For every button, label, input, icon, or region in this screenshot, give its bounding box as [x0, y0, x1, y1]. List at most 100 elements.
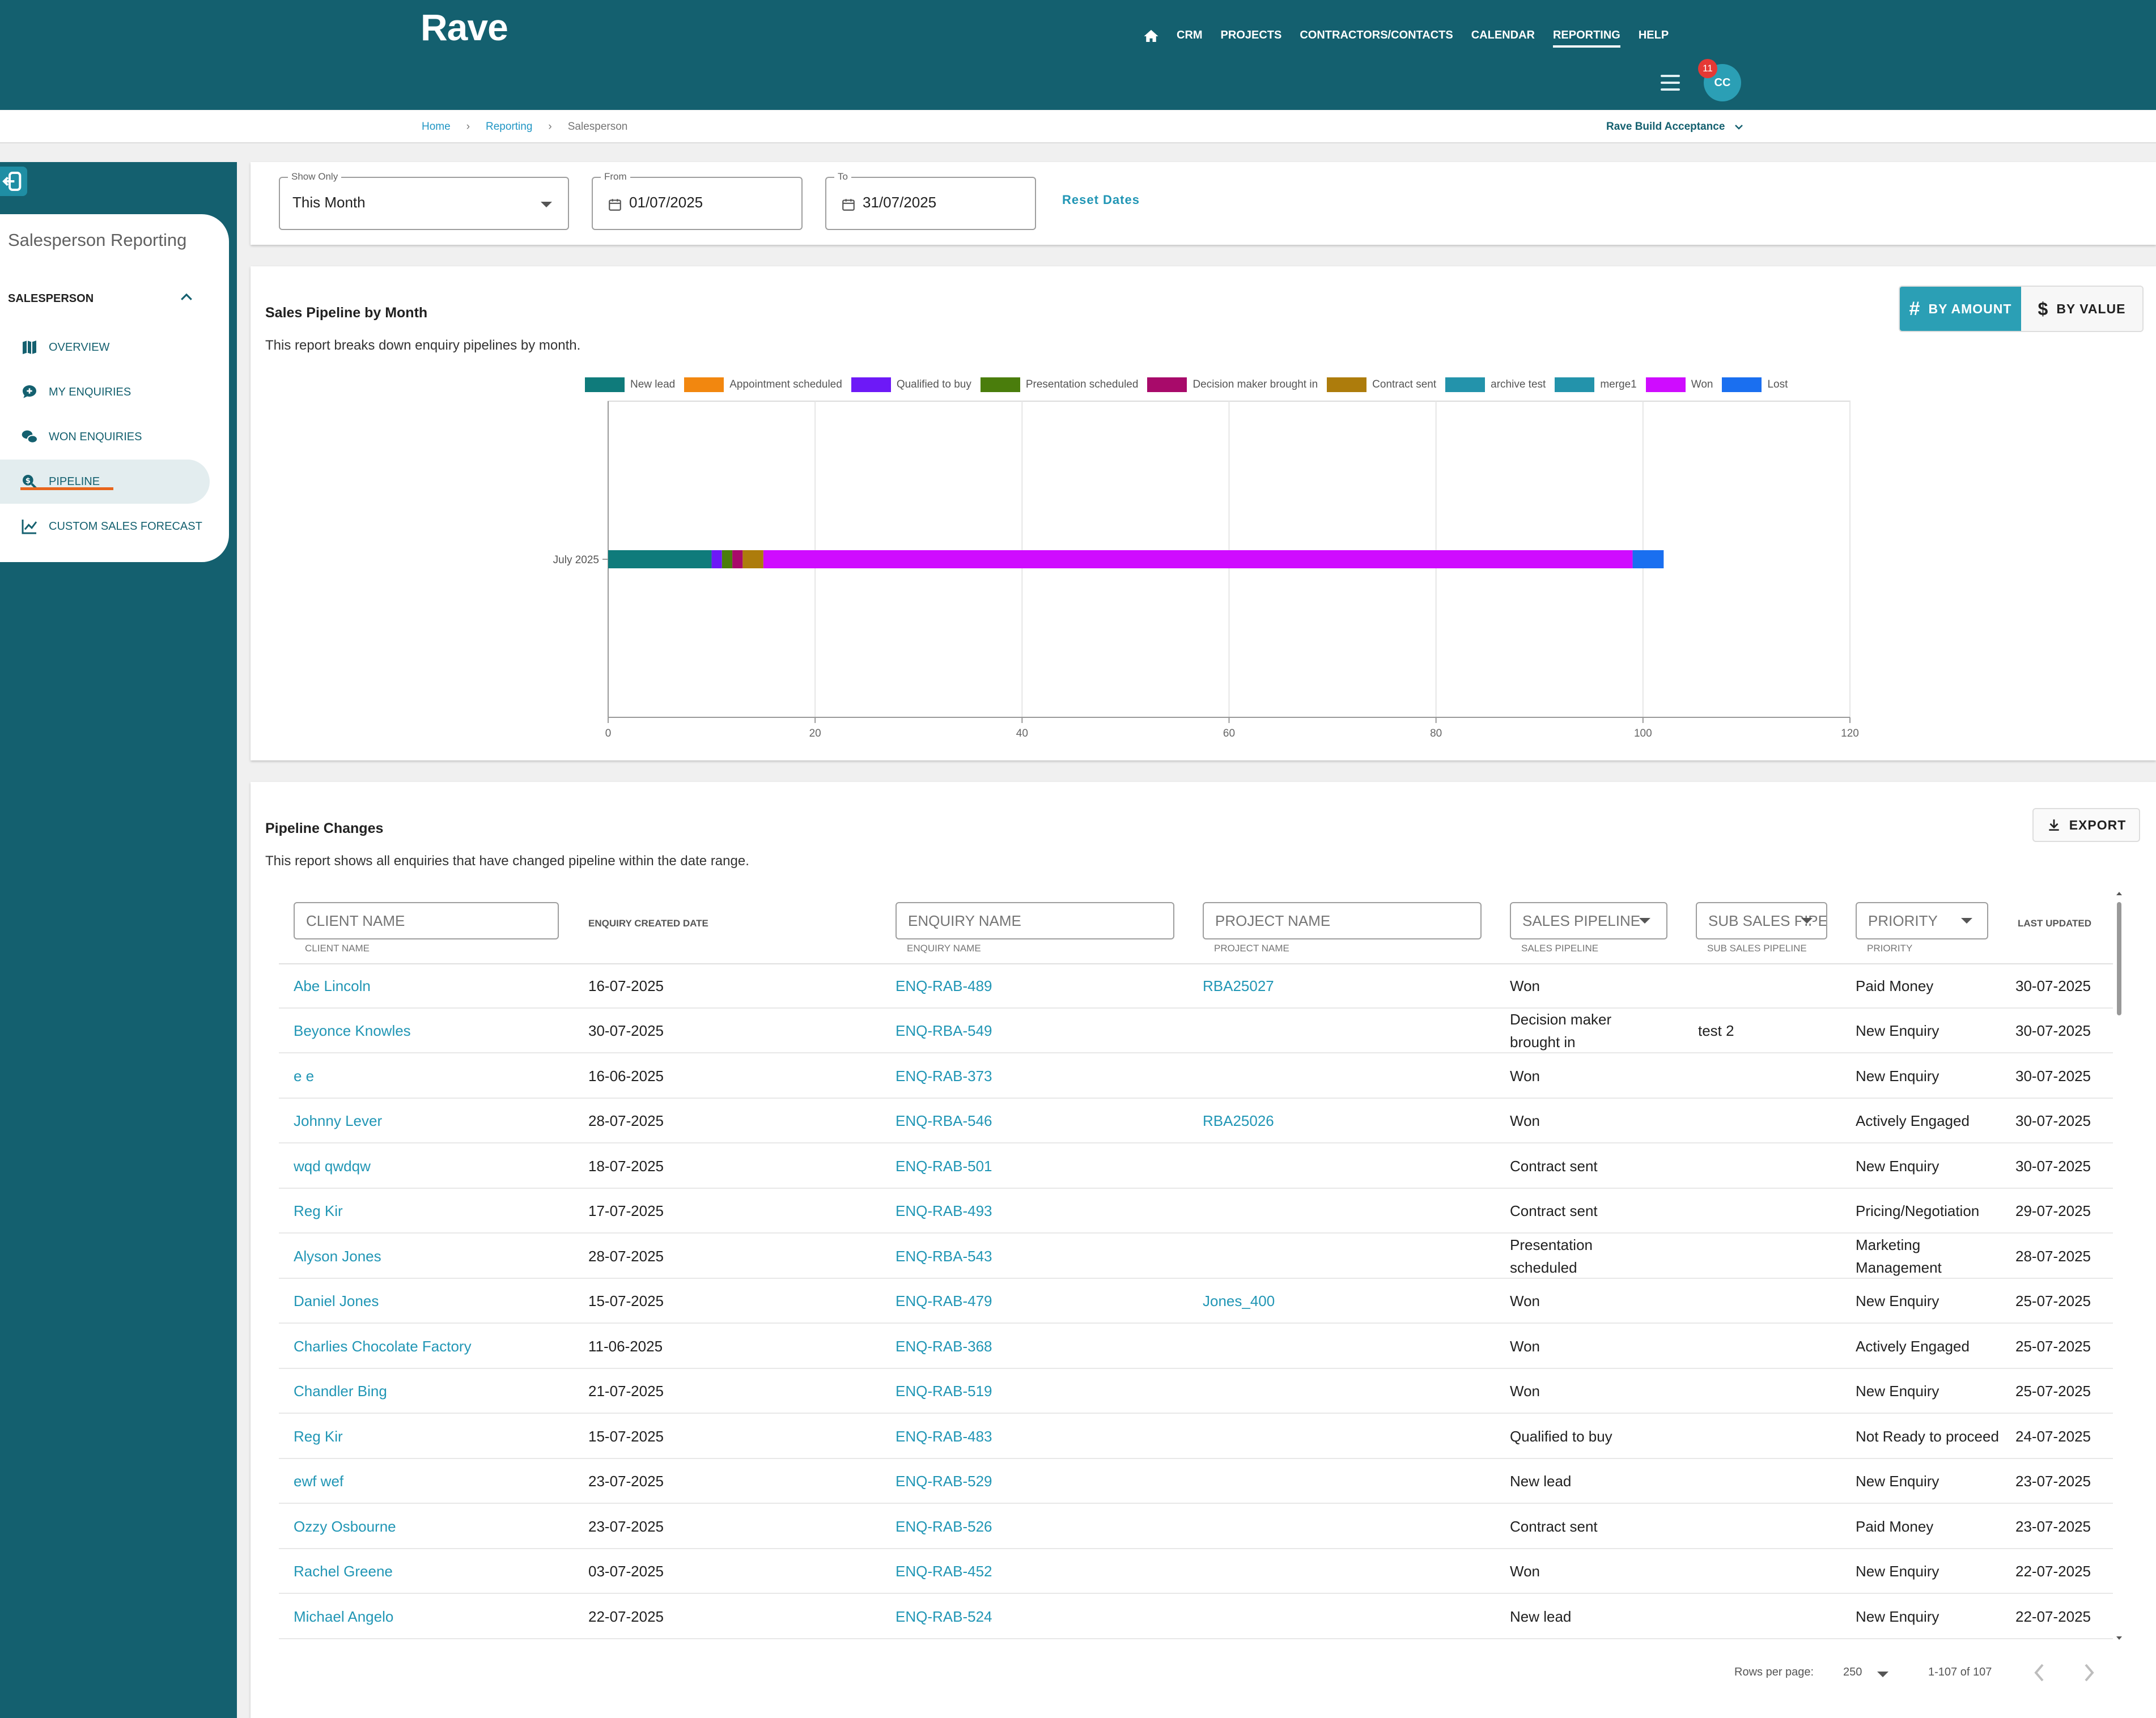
client-name-cell[interactable]: Reg Kir: [294, 1202, 343, 1219]
legend-item[interactable]: Appointment scheduled: [684, 377, 842, 392]
reset-dates-button[interactable]: Reset Dates: [1062, 193, 1140, 207]
project-name-cell[interactable]: [1203, 1234, 1486, 1278]
sidebar-item-my-enquiries[interactable]: MY ENQUIRIES: [0, 370, 210, 414]
project-name-cell[interactable]: [1203, 1009, 1486, 1053]
sidebar-item-won-enquiries[interactable]: WON ENQUIRIES: [0, 415, 210, 459]
legend-item[interactable]: archive test: [1445, 377, 1546, 392]
sales-pipeline-filter[interactable]: SALES PIPELINE: [1510, 902, 1667, 939]
enquiry-name-cell[interactable]: ENQ-RAB-479: [895, 1292, 992, 1309]
priority-cell: New Enquiry: [1856, 1383, 1939, 1400]
enquiry-name-cell[interactable]: ENQ-RAB-373: [895, 1067, 992, 1085]
legend-item[interactable]: Contract sent: [1327, 377, 1436, 392]
breadcrumb-reporting[interactable]: Reporting: [486, 121, 533, 133]
app-logo[interactable]: Rave: [421, 6, 508, 48]
enquiry-name-cell[interactable]: ENQ-RBA-546: [895, 1112, 992, 1129]
client-name-cell[interactable]: wqd qwdqw: [294, 1157, 371, 1175]
nav-projects[interactable]: PROJECTS: [1220, 29, 1282, 41]
next-page-icon[interactable]: [2079, 1661, 2098, 1684]
to-date-field[interactable]: To 31/07/2025: [825, 171, 1036, 230]
client-name-cell[interactable]: Chandler Bing: [294, 1383, 387, 1400]
client-name-cell[interactable]: Alyson Jones: [294, 1247, 381, 1265]
enquiry-name-cell[interactable]: ENQ-RAB-519: [895, 1383, 992, 1400]
client-name-cell[interactable]: Daniel Jones: [294, 1292, 379, 1309]
sidebar-item-custom-sales-forecast[interactable]: CUSTOM SALES FORECAST: [0, 504, 210, 548]
enquiry-name-filter[interactable]: ENQUIRY NAME: [895, 902, 1174, 939]
legend-item[interactable]: New lead: [585, 377, 675, 392]
legend-item[interactable]: merge1: [1555, 377, 1637, 392]
enquiry-name-cell[interactable]: ENQ-RBA-549: [895, 1022, 992, 1039]
project-name-cell[interactable]: Jones_400: [1203, 1292, 1275, 1309]
notification-badge[interactable]: 11: [1698, 59, 1717, 78]
sidebar-card: Salesperson Reporting SALESPERSON OVERVI…: [0, 214, 229, 562]
client-name-cell[interactable]: ewf wef: [294, 1473, 344, 1490]
rows-per-page-select[interactable]: 250: [1843, 1666, 1888, 1679]
project-name-cell[interactable]: [1203, 1324, 1486, 1368]
menu-icon[interactable]: [1661, 75, 1680, 91]
sub-sales-pipeline-filter[interactable]: SUB SALES PIPELINE: [1696, 902, 1827, 939]
enquiry-name-cell[interactable]: ENQ-RAB-493: [895, 1202, 992, 1219]
enquiry-created-date-header[interactable]: ENQUIRY CREATED DATE: [588, 918, 708, 929]
client-name-cell[interactable]: Reg Kir: [294, 1427, 343, 1445]
to-label: To: [834, 171, 851, 182]
client-name-cell[interactable]: Ozzy Osbourne: [294, 1517, 396, 1535]
by-amount-button[interactable]: # BY AMOUNT: [1900, 287, 2021, 331]
project-name-cell[interactable]: [1203, 1053, 1486, 1098]
sidebar-group-salesperson[interactable]: SALESPERSON: [8, 292, 94, 305]
legend-item[interactable]: Lost: [1722, 377, 1788, 392]
last-updated-header[interactable]: LAST UPDATED: [2018, 918, 2092, 929]
enquiry-name-cell[interactable]: ENQ-RAB-501: [895, 1157, 992, 1175]
project-name-cell[interactable]: RBA25026: [1203, 1112, 1274, 1129]
enquiry-name-cell[interactable]: ENQ-RAB-529: [895, 1473, 992, 1490]
client-name-cell[interactable]: e e: [294, 1067, 315, 1085]
client-name-filter[interactable]: CLIENT NAME: [294, 902, 559, 939]
client-name-cell[interactable]: Beyonce Knowles: [294, 1022, 411, 1039]
enquiry-name-cell[interactable]: ENQ-RAB-526: [895, 1517, 992, 1535]
project-name-cell[interactable]: [1203, 1143, 1486, 1188]
show-only-select[interactable]: Show Only This Month: [279, 171, 569, 230]
previous-page-icon[interactable]: [2030, 1661, 2049, 1684]
breadcrumb-home[interactable]: Home: [422, 121, 451, 133]
nav-contractors-contacts[interactable]: CONTRACTORS/CONTACTS: [1300, 29, 1453, 41]
collapse-sidebar-button[interactable]: [0, 167, 27, 196]
legend-item[interactable]: Presentation scheduled: [980, 377, 1138, 392]
client-name-cell[interactable]: Abe Lincoln: [294, 977, 371, 994]
org-selector[interactable]: Rave Build Acceptance: [1606, 121, 1744, 133]
nav-help[interactable]: HELP: [1638, 29, 1669, 41]
project-name-cell[interactable]: RBA25027: [1203, 977, 1274, 994]
legend-item[interactable]: Qualified to buy: [851, 377, 971, 392]
client-name-cell[interactable]: Johnny Lever: [294, 1112, 383, 1129]
enquiry-name-cell[interactable]: ENQ-RAB-524: [895, 1608, 992, 1625]
client-name-cell[interactable]: Rachel Greene: [294, 1563, 393, 1580]
enquiry-name-cell[interactable]: ENQ-RBA-543: [895, 1247, 992, 1265]
nav-reporting[interactable]: REPORTING: [1552, 25, 1620, 48]
enquiry-name-cell[interactable]: ENQ-RAB-452: [895, 1563, 992, 1580]
enquiry-name-cell[interactable]: ENQ-RAB-368: [895, 1337, 992, 1355]
amount-value-toggle: # BY AMOUNT $ BY VALUE: [1899, 286, 2144, 332]
enquiry-name-cell[interactable]: ENQ-RAB-483: [895, 1427, 992, 1445]
enquiry-name-cell[interactable]: ENQ-RAB-489: [895, 977, 992, 994]
nav-calendar[interactable]: CALENDAR: [1471, 29, 1535, 41]
project-name-cell[interactable]: [1203, 1369, 1486, 1414]
home-icon[interactable]: [1143, 28, 1160, 45]
sidebar-item-overview[interactable]: OVERVIEW: [0, 325, 210, 369]
client-name-cell[interactable]: Michael Angelo: [294, 1608, 394, 1625]
project-name-cell[interactable]: [1203, 1504, 1486, 1549]
table-scrollbar[interactable]: [2114, 890, 2124, 1642]
legend-item[interactable]: Won: [1645, 377, 1713, 392]
by-value-button[interactable]: $ BY VALUE: [2021, 287, 2142, 331]
project-name-cell[interactable]: [1203, 1189, 1486, 1234]
project-name-cell[interactable]: [1203, 1549, 1486, 1594]
priority-filter[interactable]: PRIORITY: [1856, 902, 1988, 939]
project-name-cell[interactable]: [1203, 1414, 1486, 1458]
project-name-filter[interactable]: PROJECT NAME: [1203, 902, 1482, 939]
chevron-up-icon[interactable]: [178, 289, 195, 306]
legend-item[interactable]: Decision maker brought in: [1147, 377, 1318, 392]
sales-pipeline-cell: Won: [1510, 1563, 1540, 1580]
from-date-field[interactable]: From 01/07/2025: [592, 171, 803, 230]
client-name-cell[interactable]: Charlies Chocolate Factory: [294, 1337, 472, 1355]
export-button[interactable]: EXPORT: [2032, 808, 2140, 842]
sidebar-item-pipeline[interactable]: $ PIPELINE: [0, 460, 210, 504]
project-name-cell[interactable]: [1203, 1459, 1486, 1504]
nav-crm[interactable]: CRM: [1177, 29, 1203, 41]
project-name-cell[interactable]: [1203, 1594, 1486, 1639]
